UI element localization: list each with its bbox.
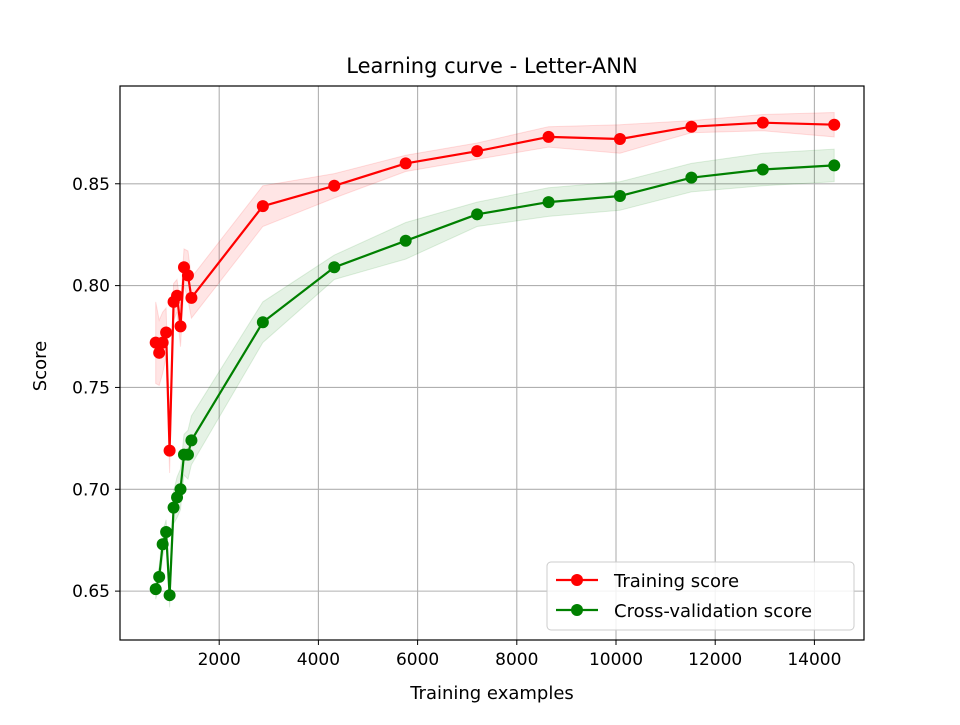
data-point-1 [174,483,187,496]
x-tick-label: 2000 [198,650,241,670]
data-point-0 [685,120,698,133]
data-point-0 [399,157,412,170]
x-tick-label: 10000 [589,650,643,670]
x-tick-label: 4000 [297,650,340,670]
axes-frame [119,85,865,641]
chart-title: Learning curve - Letter-ANN [346,54,637,78]
data-point-0 [174,320,187,333]
data-point-1 [471,208,484,221]
y-tick-label: 0.80 [72,277,110,297]
y-tick-label: 0.85 [72,175,110,195]
y-tick-label: 0.75 [72,378,110,398]
plot-area [120,86,864,640]
data-point-1 [163,589,176,602]
series-line-0 [154,121,835,452]
data-point-1 [256,316,269,329]
data-point-1 [167,501,180,514]
data-point-0 [181,269,194,282]
data-point-1 [756,163,769,176]
std-band-1 [155,148,835,608]
legend-marker-0 [571,574,583,586]
y-tick-label: 0.70 [72,480,110,500]
legend-marker-1 [571,604,583,616]
data-point-0 [542,130,555,143]
x-axis-label: Training examples [409,683,574,704]
data-point-0 [613,132,626,145]
data-point-1 [613,189,626,202]
legend-box [546,561,855,631]
data-point-1 [328,261,341,274]
data-point-0 [328,179,341,192]
legend-label-0: Training score [613,571,739,592]
data-point-0 [171,289,184,302]
y-tick-label: 0.65 [72,582,110,602]
data-point-1 [399,234,412,247]
y-axis-label: Score [30,341,51,391]
data-point-0 [471,145,484,158]
x-tick-label: 8000 [495,650,538,670]
data-point-0 [156,336,169,349]
x-tick-label: 6000 [396,650,439,670]
data-point-1 [185,434,198,447]
data-point-1 [181,448,194,461]
data-point-0 [163,444,176,457]
data-point-1 [160,526,173,539]
data-point-0 [256,200,269,213]
data-point-1 [149,583,162,596]
data-point-1 [542,196,555,209]
data-point-1 [156,538,169,551]
legend-label-1: Cross-validation score [614,601,812,622]
data-point-0 [160,326,173,339]
data-point-0 [756,116,769,129]
legend: Training score Cross-validation score [546,561,855,631]
data-point-0 [828,118,841,131]
data-point-1 [685,171,698,184]
data-point-0 [185,291,198,304]
data-point-1 [153,570,166,583]
x-tick-label: 12000 [688,650,742,670]
data-point-1 [828,159,841,172]
x-tick-label: 14000 [787,650,841,670]
data-point-0 [153,346,166,359]
